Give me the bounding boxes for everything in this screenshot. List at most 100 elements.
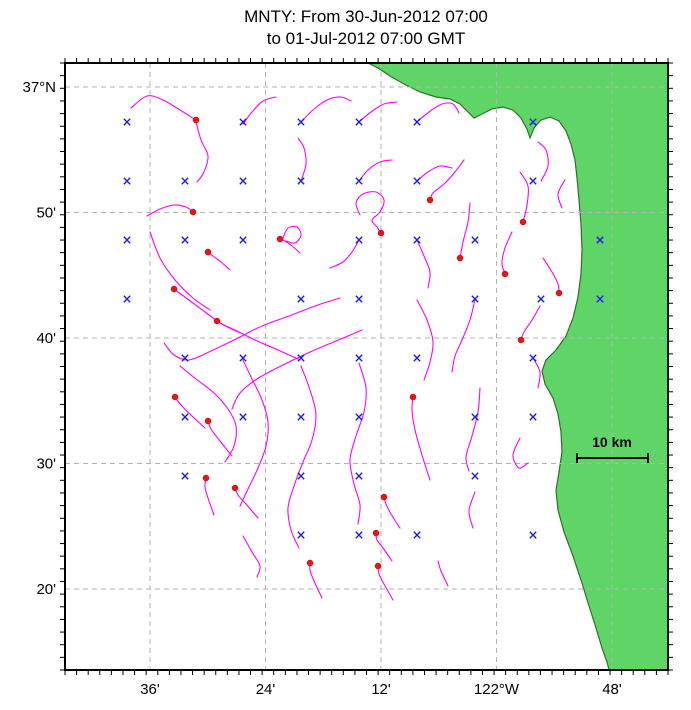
trajectory-path (207, 251, 231, 271)
endpoint-dot (519, 218, 527, 226)
trajectory-path (204, 477, 215, 516)
grid-x-marker (239, 177, 247, 185)
endpoint-dot (555, 289, 563, 297)
grid-x-marker (413, 531, 421, 539)
trajectory-path (437, 560, 449, 587)
endpoint-dot (456, 254, 464, 262)
endpoint-dot (372, 529, 380, 537)
y-tick-label: 50' (36, 205, 56, 222)
grid-x-marker (529, 354, 537, 362)
endpoint-dot (189, 208, 197, 216)
grid-x-marker (355, 118, 363, 126)
endpoint-dot (204, 248, 212, 256)
grid-x-marker (413, 354, 421, 362)
grid-x-marker (123, 118, 131, 126)
grid-x-marker (239, 354, 247, 362)
y-tick-label: 40' (36, 330, 56, 347)
trajectory-path (242, 535, 261, 578)
trajectory-path (429, 159, 465, 201)
grid-x-marker (529, 177, 537, 185)
endpoint-dot (204, 417, 212, 425)
grid-x-marker (529, 118, 537, 126)
grid-x-marker (471, 472, 479, 480)
trajectory-path (532, 357, 541, 389)
trajectory-path (501, 231, 513, 275)
trajectory-path (520, 305, 541, 341)
grid-x-marker (355, 236, 363, 244)
endpoint-dot (171, 393, 179, 401)
trajectory-path (207, 420, 233, 457)
grid-x-marker (297, 295, 305, 303)
trajectory-path (309, 562, 323, 599)
y-tick-label: 30' (36, 456, 56, 473)
trajectory-path (231, 329, 363, 410)
trajectory-path (163, 297, 341, 361)
grid-x-marker (297, 413, 305, 421)
x-tick-label: 36' (140, 681, 160, 698)
trajectory-path (411, 396, 431, 481)
grid-x-marker (181, 177, 189, 185)
trajectory-path (349, 362, 367, 525)
trajectory-path (416, 239, 431, 289)
y-tick-label: 37°N (22, 79, 56, 96)
trajectory-path (297, 137, 307, 182)
trajectory-path (300, 96, 352, 123)
trajectory-path (416, 102, 460, 123)
endpoint-dot (517, 336, 525, 344)
endpoint-dot (374, 562, 382, 570)
frame-rect (64, 62, 669, 671)
trajectory-path (377, 565, 394, 601)
trajectory-path (416, 299, 434, 381)
grid-x-marker (355, 295, 363, 303)
grid-x-marker (529, 531, 537, 539)
map-title-line1: MNTY: From 30-Jun-2012 07:00 (244, 7, 488, 26)
endpoint-dot (170, 285, 178, 293)
trajectories-layer (130, 95, 566, 601)
trajectory-path (557, 179, 566, 209)
endpoint-dot (192, 116, 200, 124)
trajectory-path (459, 202, 471, 259)
grid-x-marker (413, 236, 421, 244)
x-tick-label: 24' (256, 681, 276, 698)
endpoint-dot (231, 484, 239, 492)
grid-x-marker (123, 177, 131, 185)
trajectory-path (512, 437, 529, 469)
grid-x-marker (297, 531, 305, 539)
grid-x-marker (529, 413, 537, 421)
grid-x-marker (297, 354, 305, 362)
endpoint-dot (501, 270, 509, 278)
grid-x-marker (355, 354, 363, 362)
grid-x-marker (413, 118, 421, 126)
x-tick-label: 48' (602, 681, 622, 698)
endpoint-dot (306, 559, 314, 567)
grid-x-marker (355, 413, 363, 421)
trajectory-path (179, 365, 237, 463)
grid-x-marker (297, 118, 305, 126)
trajectory-path (468, 491, 476, 529)
trajectory-path (146, 204, 194, 217)
x-tick-label: 122°W (474, 681, 520, 698)
endpoint-dot (426, 196, 434, 204)
y-tick-label: 20' (36, 581, 56, 598)
trajectory-path (416, 165, 453, 182)
trajectory-path (174, 396, 206, 429)
trajectory-path (216, 320, 301, 361)
endpoint-dot (380, 493, 388, 501)
trajectory-path (451, 298, 476, 373)
axis-labels: 37°N 50' 40' 30' 20' 36' 24' 12' 122°W 48' (22, 79, 621, 698)
trajectory-path (358, 101, 398, 123)
endpoint-dot (377, 229, 385, 237)
grid-x-marker (355, 472, 363, 480)
trajectory-path (282, 225, 302, 244)
trajectory-path (465, 387, 481, 472)
grid-x-marker (413, 177, 421, 185)
trajectory-path (173, 288, 239, 333)
grid-x-marker (297, 472, 305, 480)
grid-x-marker (596, 295, 604, 303)
endpoint-dot (213, 317, 221, 325)
grid-lines (65, 63, 668, 670)
trajectory-path (239, 359, 269, 507)
endpoint-dot (202, 474, 210, 482)
